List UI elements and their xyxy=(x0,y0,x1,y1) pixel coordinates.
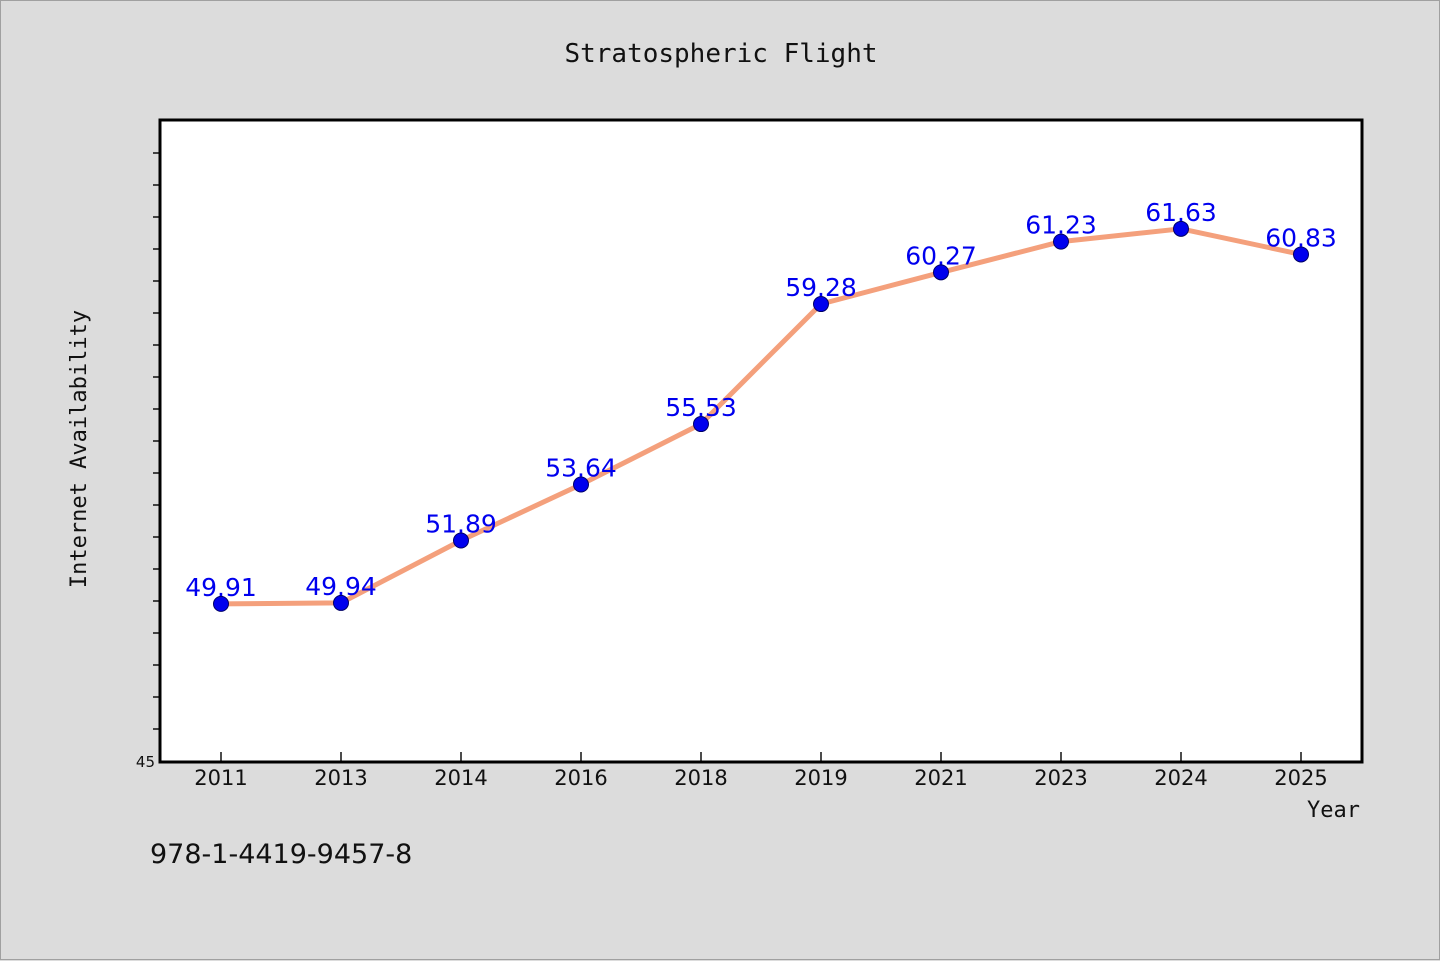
data-labels: 49.91 49.94 51.89 53.64 55.53 59.28 60.27 61.23… xyxy=(185,198,1337,602)
data-point-2021 xyxy=(933,264,949,281)
x-tick-label-2025: 2025 xyxy=(1274,766,1327,790)
data-label-2018: 55.53 xyxy=(665,393,737,422)
plot-area xyxy=(158,118,1364,764)
x-tick-label-2014: 2014 xyxy=(434,766,487,790)
data-label-2011: 49.91 xyxy=(185,573,257,602)
chart-title: Stratospheric Flight xyxy=(564,39,877,69)
data-point-2024 xyxy=(1173,220,1189,237)
data-label-2016: 53.64 xyxy=(545,454,617,483)
x-tick-label-2016: 2016 xyxy=(554,766,607,790)
x-tick-label-2018: 2018 xyxy=(674,766,727,790)
data-point-2019 xyxy=(813,296,829,313)
x-tick-label-2023: 2023 xyxy=(1034,766,1087,790)
x-axis-ticks: 2011 2013 2014 2016 2018 2019 2021 2023 2024 2025 xyxy=(194,752,1328,790)
data-point-2016 xyxy=(573,476,589,493)
data-point-2013 xyxy=(333,594,349,611)
x-axis-label: Year xyxy=(1307,798,1360,823)
y-tick-label-0: 45 xyxy=(136,753,155,771)
isbn-text: 978-1-4419-9457-8 xyxy=(150,839,412,870)
data-label-2013: 49.94 xyxy=(305,572,377,601)
x-tick-label-2011: 2011 xyxy=(194,766,247,790)
data-label-2019: 59.28 xyxy=(785,273,857,302)
y-axis-ticks: 45 xyxy=(136,152,161,771)
data-label-2024: 61.63 xyxy=(1145,198,1217,227)
data-label-2023: 61.23 xyxy=(1025,211,1097,240)
x-tick-label-2021: 2021 xyxy=(914,766,967,790)
x-tick-label-2013: 2013 xyxy=(314,766,367,790)
data-label-2014: 51.89 xyxy=(425,510,497,539)
data-point-2025 xyxy=(1293,246,1309,263)
x-tick-label-2024: 2024 xyxy=(1154,766,1207,790)
data-label-2021: 60.27 xyxy=(905,241,977,270)
data-point-2014 xyxy=(453,532,469,549)
data-point-2018 xyxy=(693,416,709,433)
series-line xyxy=(218,226,1304,607)
data-point-2023 xyxy=(1053,233,1069,250)
data-markers xyxy=(213,220,1309,612)
series-line-layer xyxy=(218,226,1304,607)
x-tick-label-2019: 2019 xyxy=(794,766,847,790)
data-label-2025: 60.83 xyxy=(1265,223,1337,252)
y-axis-label: Internet Availability xyxy=(67,310,92,588)
data-point-2011 xyxy=(213,595,229,612)
